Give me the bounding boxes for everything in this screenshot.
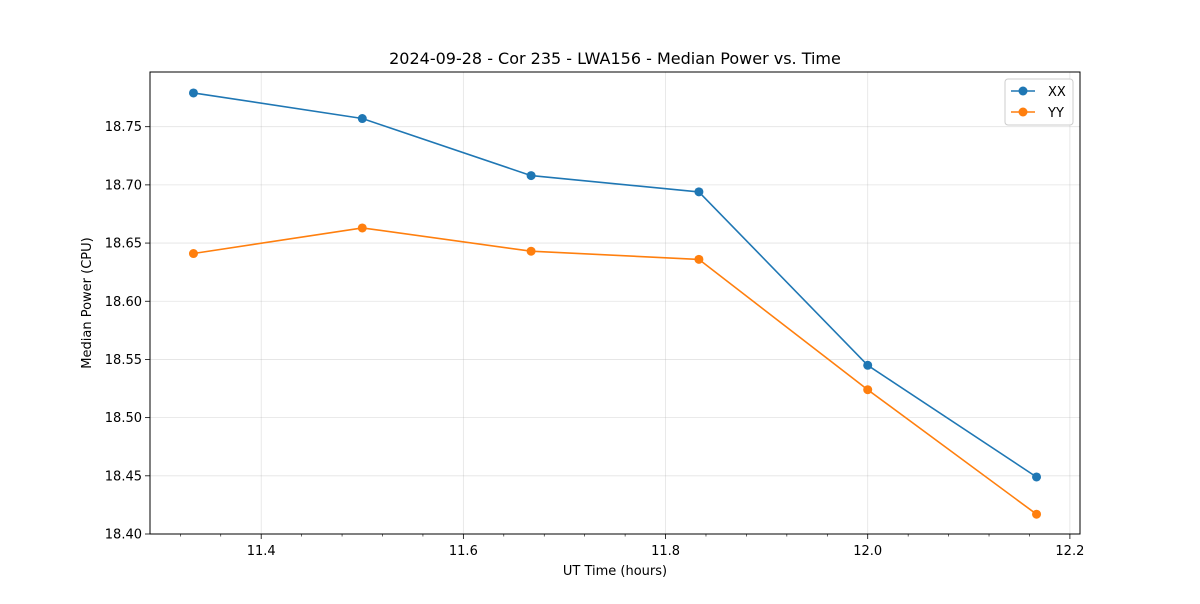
data-point-xx	[1032, 472, 1042, 482]
data-point-xx	[357, 114, 367, 124]
y-tick-label: 18.60	[105, 295, 142, 310]
x-tick-label: 12.0	[853, 544, 882, 559]
grid	[150, 72, 1080, 535]
legend-label-xx: XX	[1048, 85, 1066, 100]
axes: 11.4 11.6 11.8 12.0 12.2 18.40 18.45 18.50 18.55…	[105, 120, 1085, 559]
legend-marker-yy	[1018, 107, 1028, 117]
data-point-yy	[863, 385, 873, 395]
data-point-xx	[188, 88, 198, 98]
data-point-xx	[863, 360, 873, 370]
data-point-yy	[526, 246, 536, 256]
series-line-xx	[193, 92, 1037, 478]
y-axis-label: Median Power (CPU)	[80, 237, 95, 368]
plot-frame	[149, 71, 1081, 535]
data-point-yy	[357, 223, 367, 233]
data-point-yy	[694, 254, 704, 264]
y-tick-label: 18.65	[105, 237, 142, 252]
series-layer	[188, 88, 1042, 519]
y-tick-label: 18.55	[105, 353, 142, 368]
y-tick-label: 18.75	[105, 120, 142, 135]
y-tick-label: 18.50	[105, 411, 142, 426]
legend-label-yy: YY	[1047, 106, 1064, 121]
x-axis-label: UT Time (hours)	[563, 564, 667, 579]
legend: XX YY	[1004, 78, 1074, 126]
data-point-yy	[1032, 509, 1042, 519]
x-tick-label: 11.6	[449, 544, 478, 559]
x-tick-label: 11.4	[247, 544, 276, 559]
chart-title: 2024-09-28 - Cor 235 - LWA156 - Median P…	[389, 49, 841, 68]
y-tick-label: 18.40	[105, 528, 142, 543]
data-point-xx	[526, 171, 536, 181]
x-tick-label: 12.2	[1055, 544, 1084, 559]
x-tick-label: 11.8	[651, 544, 680, 559]
legend-marker-xx	[1018, 86, 1028, 96]
data-point-xx	[694, 187, 704, 197]
series-line-yy	[193, 227, 1037, 515]
y-tick-label: 18.70	[105, 178, 142, 193]
data-point-yy	[188, 249, 198, 259]
y-tick-label: 18.45	[105, 469, 142, 484]
